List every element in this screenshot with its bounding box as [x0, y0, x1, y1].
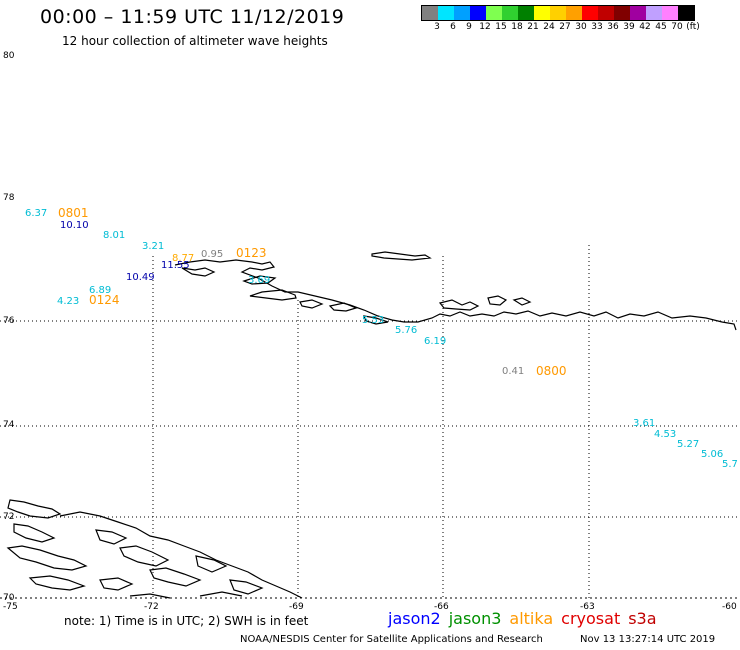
coastline-south — [6, 499, 303, 599]
time-label: 0124 — [89, 293, 120, 307]
legend-label: 42 — [639, 22, 651, 32]
swh-label: 3.69 — [248, 275, 270, 286]
legend-label: 3 — [434, 22, 440, 32]
lat-label: 76 — [3, 316, 15, 326]
legend-swatch — [678, 6, 694, 20]
swh-label: 8.77 — [172, 253, 194, 264]
legend-label: (ft) — [686, 22, 700, 32]
legend-swatch — [614, 6, 630, 20]
swh-label: 0.95 — [201, 249, 223, 260]
legend-label: 45 — [655, 22, 667, 32]
lat-label: 78 — [3, 193, 15, 203]
lat-label: 74 — [3, 420, 15, 430]
footer-timestamp: Nov 13 13:27:14 UTC 2019 — [580, 634, 716, 645]
swh-label: 5.76 — [395, 325, 417, 336]
satellite-legend: jason2 jason3 altika cryosat s3a — [388, 609, 665, 628]
lat-label: 72 — [3, 512, 14, 522]
legend-label: 6 — [450, 22, 456, 32]
legend-swatch — [438, 6, 454, 20]
legend-swatch — [470, 6, 486, 20]
units-note: note: 1) Time is in UTC; 2) SWH is in fe… — [64, 614, 309, 628]
time-label: 0800 — [536, 364, 567, 378]
legend-label: 27 — [559, 22, 571, 32]
satellite-name-s3a: s3a — [628, 609, 657, 628]
swh-label: 0.41 — [502, 366, 524, 377]
lon-label: -66 — [434, 602, 449, 612]
legend-label: 24 — [543, 22, 555, 32]
swh-label: 5.27 — [677, 439, 699, 450]
time-label: 0801 — [58, 206, 89, 220]
satellite-name-cryosat: cryosat — [561, 609, 621, 628]
lat-label: 80 — [3, 51, 15, 61]
legend-label: 70 — [671, 22, 683, 32]
satellite-name-jason2: jason2 — [388, 609, 441, 628]
coastline — [174, 251, 737, 331]
map-title: 00:00 – 11:59 UTC 11/12/2019 — [40, 6, 345, 28]
lon-label: -60 — [722, 602, 737, 612]
time-label: 0123 — [236, 246, 267, 260]
lon-label: -69 — [289, 602, 304, 612]
swh-label: 3.61 — [633, 418, 655, 429]
legend-swatch — [486, 6, 502, 20]
legend-swatch — [534, 6, 550, 20]
swh-label: 6.37 — [25, 208, 47, 219]
legend-swatch — [518, 6, 534, 20]
swh-label: 4.23 — [57, 296, 79, 307]
footer-credit: NOAA/NESDIS Center for Satellite Applica… — [240, 634, 543, 645]
legend-label: 9 — [466, 22, 472, 32]
legend-label: 39 — [623, 22, 635, 32]
legend-swatch — [646, 6, 662, 20]
swh-label: 5.7 — [722, 459, 738, 470]
graticule — [0, 245, 740, 598]
observation-labels: 6.37 0801 10.10 8.01 3.21 8.77 0.95 0123… — [25, 206, 738, 470]
lon-label: -75 — [3, 602, 18, 612]
legend-label: 36 — [607, 22, 619, 32]
legend-label: 18 — [511, 22, 523, 32]
color-legend-bar — [421, 5, 695, 21]
legend-label: 15 — [495, 22, 507, 32]
legend-swatch — [502, 6, 518, 20]
legend-swatch — [662, 6, 678, 20]
lon-label: -72 — [144, 602, 159, 612]
legend-label: 30 — [575, 22, 587, 32]
legend-swatch — [550, 6, 566, 20]
swh-label: 3.21 — [142, 241, 164, 252]
swh-label: 8.01 — [103, 230, 125, 241]
satellite-name-jason3: jason3 — [448, 609, 502, 628]
legend-swatch — [566, 6, 582, 20]
swh-label: 6.19 — [424, 336, 446, 347]
lat-label: 70 — [3, 593, 15, 603]
legend-swatch — [630, 6, 646, 20]
legend-swatch — [454, 6, 470, 20]
swh-label: 10.49 — [126, 272, 155, 283]
swh-label: 5.06 — [701, 449, 723, 460]
map-subtitle: 12 hour collection of altimeter wave hei… — [62, 34, 328, 48]
swh-label: 5.53 — [362, 315, 384, 326]
legend-label: 21 — [527, 22, 539, 32]
swh-label: 11.55 — [161, 260, 190, 271]
legend-swatch — [582, 6, 598, 20]
legend-swatch — [422, 6, 438, 20]
swh-label: 10.10 — [60, 220, 89, 231]
legend-label: 33 — [591, 22, 603, 32]
legend-label: 12 — [479, 22, 491, 32]
satellite-name-altika: altika — [509, 609, 554, 628]
swh-label: 6.89 — [89, 285, 111, 296]
legend-swatch — [598, 6, 614, 20]
swh-label: 4.53 — [654, 429, 676, 440]
lon-label: -63 — [580, 602, 595, 612]
